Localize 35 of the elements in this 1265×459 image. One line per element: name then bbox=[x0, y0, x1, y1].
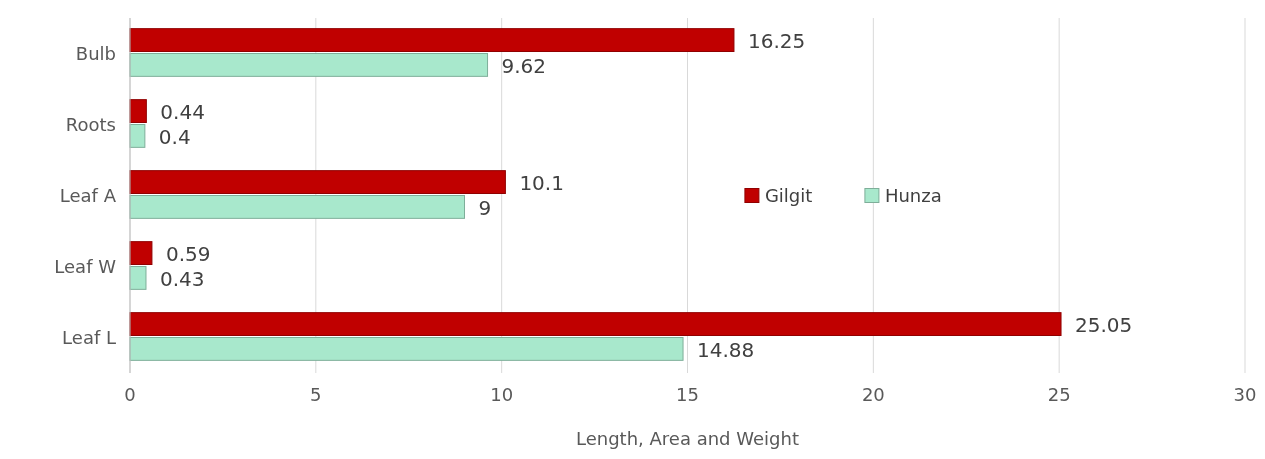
data-label: 14.88 bbox=[697, 337, 755, 362]
data-label: 10.1 bbox=[519, 171, 564, 196]
y-tick-label: Bulb bbox=[75, 42, 116, 64]
x-tick-label: 10 bbox=[490, 384, 514, 405]
bar bbox=[129, 124, 146, 148]
data-label: 25.05 bbox=[1075, 313, 1133, 338]
x-tick-label: 25 bbox=[1047, 384, 1071, 405]
bar bbox=[129, 266, 147, 290]
x-tick-label: 30 bbox=[1233, 384, 1257, 405]
bar bbox=[129, 337, 684, 361]
legend-label: Hunza bbox=[884, 184, 942, 206]
data-label: 0.44 bbox=[160, 100, 205, 125]
legend-label: Gilgit bbox=[764, 184, 813, 206]
y-tick-label: Leaf W bbox=[54, 255, 117, 277]
data-label: 9 bbox=[478, 195, 492, 220]
y-tick-label: Roots bbox=[65, 113, 116, 135]
bar bbox=[129, 99, 147, 123]
bar bbox=[129, 312, 1062, 336]
data-label: 0.4 bbox=[158, 124, 191, 149]
y-tick-label: Leaf A bbox=[59, 184, 117, 206]
data-label: 9.62 bbox=[501, 53, 547, 78]
bar bbox=[129, 195, 465, 219]
x-tick-label: 20 bbox=[861, 384, 885, 405]
data-label: 0.59 bbox=[165, 242, 211, 267]
x-tick-label: 15 bbox=[676, 384, 699, 405]
bar bbox=[129, 53, 489, 77]
data-label: 16.25 bbox=[747, 29, 806, 54]
x-tick-label: 5 bbox=[310, 384, 322, 405]
x-axis-title: Length, Area and Weight bbox=[576, 428, 799, 449]
y-tick-label: Leaf L bbox=[62, 326, 116, 348]
bar bbox=[129, 241, 153, 265]
data-label: 0.43 bbox=[159, 266, 205, 291]
bar bbox=[129, 170, 506, 194]
x-tick-label: 0 bbox=[124, 384, 136, 405]
bar bbox=[129, 28, 735, 52]
